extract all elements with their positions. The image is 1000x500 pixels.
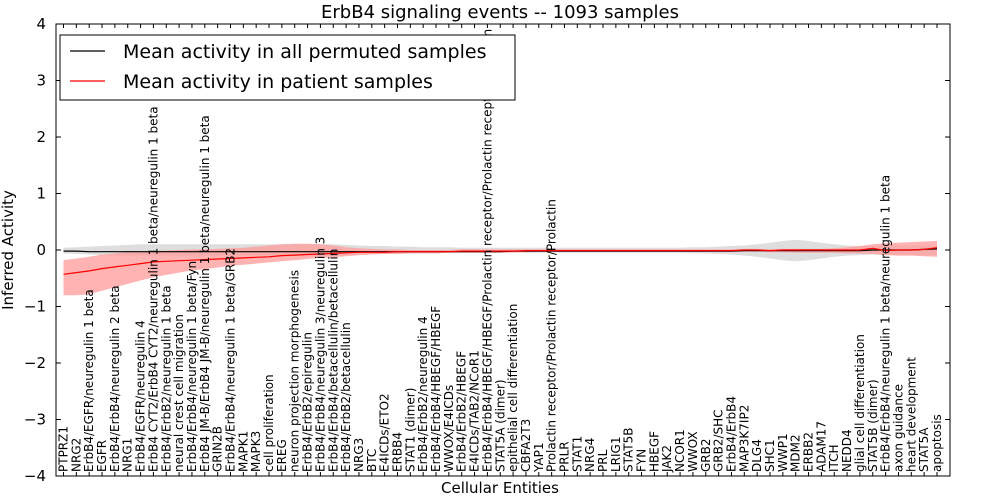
category-label: ErbB4/ErbB4/HBEGF/HBEGF — [429, 306, 443, 472]
category-label: GRIN2B — [211, 426, 225, 472]
patient-band — [63, 241, 937, 296]
y-tick-label: −4 — [24, 467, 46, 485]
category-label: STAT1 — [570, 436, 584, 472]
legend-label-patient: Mean activity in patient samples — [123, 71, 433, 93]
category-label: YAP1 — [532, 443, 546, 473]
category-label: epithelial cell differentiation — [506, 304, 520, 472]
category-label: ErbB4/ErbB2/epiregulin — [301, 332, 315, 472]
category-label: ERBB4 — [391, 432, 405, 472]
category-label: DLG4 — [750, 439, 764, 472]
category-label: EREG — [275, 439, 289, 472]
x-axis-label: Cellular Entities — [441, 479, 559, 497]
category-label: STAT1 (dimer) — [403, 388, 417, 472]
legend: Mean activity in all permuted samples Me… — [59, 34, 516, 101]
y-tick-label: 4 — [36, 15, 46, 33]
category-label: STAT5A (dimer) — [493, 379, 507, 472]
category-label: STAT5B (dimer) — [866, 379, 880, 472]
category-label: FYN — [635, 449, 649, 472]
category-label: ErbB4/ErbB4/neuregulin 2 beta — [108, 285, 122, 472]
y-tick-label: 2 — [36, 128, 46, 146]
category-label: neural crest cell migration — [172, 314, 186, 472]
category-label: ErbB4/EGFR/neuregulin 4 — [134, 320, 148, 472]
category-label: NEDD4 — [840, 429, 854, 472]
category-label: EGFR — [95, 440, 109, 472]
category-label: heart development — [904, 357, 918, 472]
category-label: JAK2 — [660, 445, 674, 473]
category-label: E4ICDs/ETO2 — [378, 393, 392, 472]
category-label: ErbB4/ErbB2/neuregulin 4 — [416, 316, 430, 472]
y-tick-label: 0 — [36, 241, 46, 259]
category-label: ErbB4 JM-B/ErbB4 JM-B/neuregulin 1 beta/… — [198, 115, 212, 472]
category-label: PRLR — [558, 441, 572, 472]
category-label: ITCH — [827, 444, 841, 472]
category-label: NRG2 — [69, 438, 83, 472]
category-label: cell proliferation — [262, 374, 276, 472]
category-label: STAT5A — [917, 427, 931, 472]
category-label: ErbB4/ErbB4/neuregulin 1 beta/Fyn — [185, 261, 199, 472]
category-label: NRG3 — [352, 438, 366, 472]
category-label: ErbB4/ErbB4/HBEGF/HBEGF/Prolactin recept… — [480, 29, 494, 472]
legend-box — [59, 34, 516, 101]
patient-line — [63, 247, 938, 275]
category-label: ErbB4/ErbB4/neuregulin 1 beta/GRB2 — [224, 248, 238, 472]
category-label: glial cell differentiation — [853, 334, 867, 472]
category-label: axon guidance — [892, 384, 906, 472]
category-label: ErbB4 CYT2/ErbB4 CYT2/neuregulin 1 beta/… — [146, 106, 160, 472]
category-label: Prolactin receptor/Prolactin receptor/Pr… — [545, 199, 559, 472]
category-label: WWOX — [686, 431, 700, 472]
category-label: NCOR1 — [673, 429, 687, 472]
category-label: CBFA2T3 — [519, 419, 533, 472]
y-tick-label: 3 — [36, 72, 46, 90]
category-label: NRG4 — [583, 438, 597, 472]
category-label: ADAM17 — [814, 421, 828, 472]
category-label: MDM2 — [789, 434, 803, 472]
y-axis-label: Inferred Activity — [0, 190, 17, 310]
y-tick-label: −1 — [24, 298, 46, 316]
y-tick-label: −2 — [24, 354, 46, 372]
category-label: LRIG1 — [609, 437, 623, 473]
category-label: ErbB4/ErbB2/HBEGF — [455, 351, 469, 472]
category-label: STAT5B — [622, 428, 636, 473]
category-label: ErbB4/ErbB4/neuregulin 3/neuregulin 3 — [313, 237, 327, 472]
category-label: SHC1 — [763, 439, 777, 472]
category-label: BTC — [365, 449, 379, 472]
category-label: NRG1 — [121, 438, 135, 472]
category-label: WWOX/E4ICDs — [442, 385, 456, 472]
category-label: ErbB4/ErbB4 — [725, 396, 739, 472]
category-label: MAPK1 — [236, 431, 250, 472]
category-label: ErbB4/ErbB4/betacellulin/betacellulin — [326, 249, 340, 472]
y-tick-label: 1 — [36, 185, 46, 203]
category-label: E4ICDs/TAB2/NCoR1 — [468, 350, 482, 472]
category-label: neuron projection morphogenesis — [288, 270, 302, 472]
category-label: MAP3K7IP2 — [737, 405, 751, 472]
category-label: ErbB4/ErbB2/neuregulin 1 beta — [159, 285, 173, 472]
chart-title: ErbB4 signaling events -- 1093 samples — [321, 2, 679, 23]
y-tick-label: −3 — [24, 411, 46, 429]
category-label: ERBB2 — [802, 432, 816, 472]
category-label: GRB2/SHC — [712, 409, 726, 472]
legend-label-permuted: Mean activity in all permuted samples — [123, 41, 486, 63]
category-label: ErbB4/ErbB2/betacellulin — [339, 322, 353, 472]
category-label: PRL — [596, 449, 610, 472]
category-label: ErbB4/EGFR/neuregulin 1 beta — [82, 289, 96, 472]
category-label: GRB2 — [699, 438, 713, 472]
category-label: MAPK3 — [249, 431, 263, 472]
category-label: apoptosis — [930, 414, 944, 472]
category-label: ErbB4/ErbB4/neuregulin 1 beta/neuregulin… — [879, 175, 893, 472]
category-label: WWP1 — [776, 433, 790, 472]
category-label: HBEGF — [647, 431, 661, 472]
category-label: PTPRZ1 — [57, 426, 71, 472]
